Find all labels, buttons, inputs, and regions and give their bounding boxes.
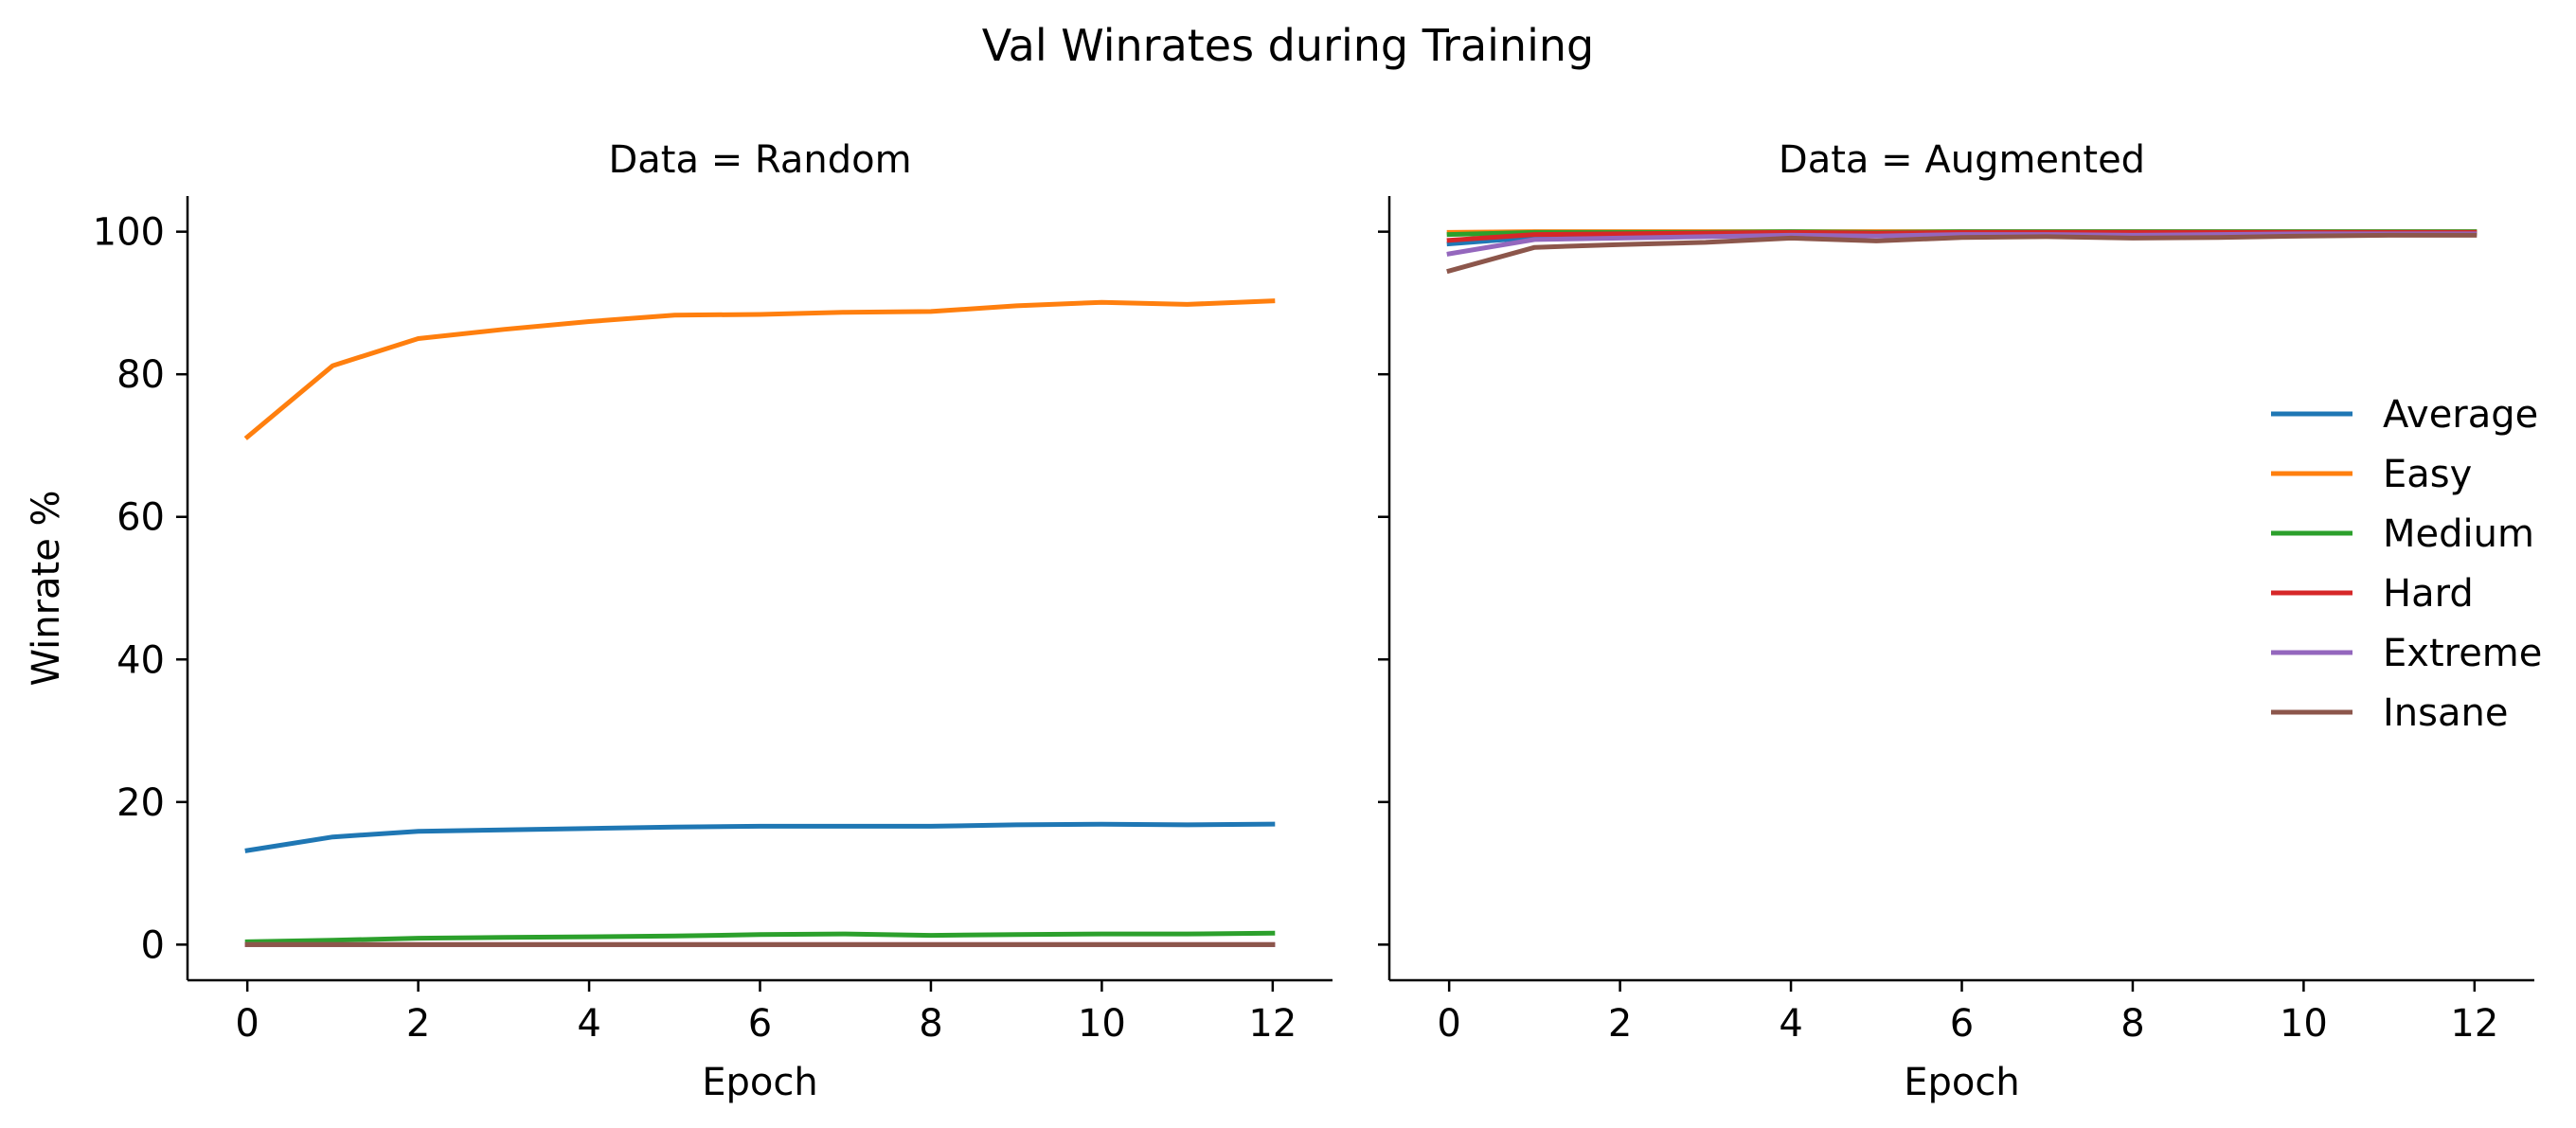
x-tick-label: 6 [748,1002,772,1046]
panel-1: Data = Random 0 2 4 6 8 10 12 0 20 40 60 80 100 Epoch W… [25,138,1333,1104]
y-tick-label: 0 [141,923,165,967]
y-tick-label: 80 [116,353,165,397]
panel-title: Data = Random [608,138,911,182]
x-tick-label: 10 [1078,1002,1126,1046]
x-tick-label: 4 [1779,1002,1802,1046]
legend: Average Easy Medium Hard Extreme Insane [2271,393,2542,735]
legend-label-insane: Insane [2383,691,2508,735]
series-line-insane [1446,232,2478,275]
x-tick-label: 2 [1608,1002,1632,1046]
series-line-medium [244,930,1276,944]
y-tick-label: 60 [116,496,165,540]
x-tick-label: 2 [406,1002,430,1046]
x-axis-label: Epoch [702,1061,817,1104]
legend-label-average: Average [2383,393,2538,437]
x-tick-label: 8 [2120,1002,2144,1046]
x-tick-label: 8 [919,1002,942,1046]
legend-label-hard: Hard [2383,572,2474,616]
series-line-average [244,821,1276,853]
x-axis-label: Epoch [1904,1061,2019,1104]
x-tick-label: 10 [2280,1002,2328,1046]
y-axis-label: Winrate % [25,490,68,686]
x-tick-label: 12 [1248,1002,1297,1046]
x-tick-label: 6 [1950,1002,1974,1046]
figure-title: Val Winrates during Training [982,20,1594,71]
series-line-easy [243,298,1276,440]
x-tick-label: 0 [1437,1002,1460,1046]
panel-2: Data = Augmented 0 2 4 6 8 10 12 Epoch Average Eas… [1378,138,2542,1104]
y-tick-label: 20 [116,781,165,825]
legend-label-easy: Easy [2383,453,2472,496]
legend-label-extreme: Extreme [2383,632,2542,675]
panel-title: Data = Augmented [1779,138,2145,182]
x-tick-label: 0 [235,1002,259,1046]
legend-label-medium: Medium [2383,512,2534,556]
x-tick-label: 4 [577,1002,600,1046]
x-tick-label: 12 [2450,1002,2498,1046]
y-tick-label: 100 [93,211,165,255]
y-tick-label: 40 [116,638,165,682]
